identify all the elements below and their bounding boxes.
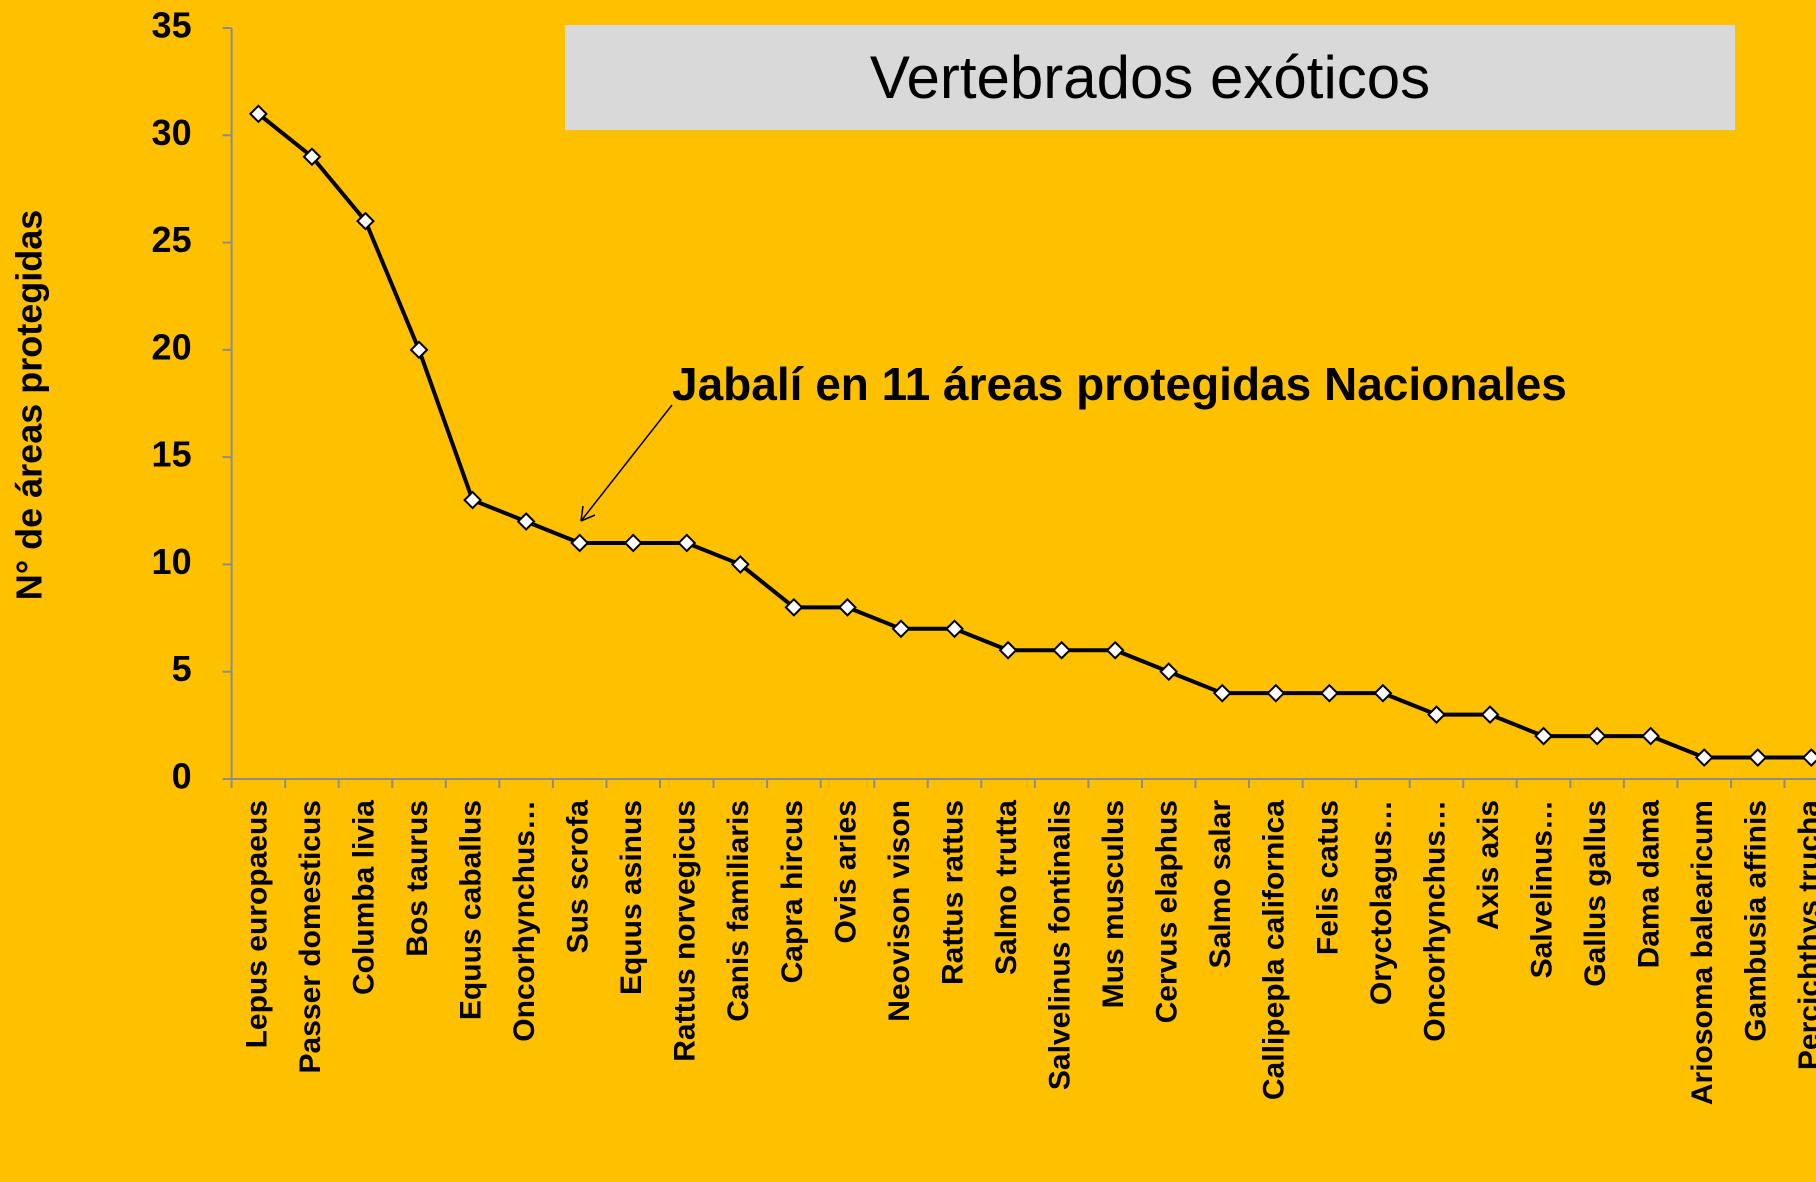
arrow-head bbox=[580, 505, 596, 522]
x-tick-label: Neovison vison bbox=[883, 800, 916, 1022]
marker bbox=[1534, 726, 1553, 746]
marker bbox=[1266, 683, 1286, 703]
x-tick-label: Lepus europaeus bbox=[240, 800, 273, 1048]
marker bbox=[463, 490, 482, 510]
x-tick-label: Gambusia affinis bbox=[1740, 800, 1773, 1042]
marker bbox=[1427, 705, 1446, 725]
x-tick-label: Ariosoma balearicum bbox=[1686, 800, 1719, 1105]
x-tick-label: Callipepla californica bbox=[1258, 800, 1291, 1100]
marker bbox=[677, 533, 697, 553]
marker bbox=[998, 640, 1018, 660]
x-tick-label: Dama dama bbox=[1633, 800, 1666, 969]
marker bbox=[623, 533, 643, 553]
x-tick-label: Salvelinus… bbox=[1525, 800, 1558, 978]
x-tick-label: Salmo salar bbox=[1204, 800, 1237, 969]
marker bbox=[1748, 748, 1768, 767]
marker bbox=[730, 555, 750, 574]
y-tick-label: 25 bbox=[152, 219, 192, 260]
x-tick-label: Equus asinus bbox=[615, 800, 648, 995]
marker bbox=[945, 619, 964, 639]
marker bbox=[248, 104, 268, 124]
marker bbox=[1694, 748, 1714, 767]
x-tick-label: Axis axis bbox=[1472, 800, 1505, 930]
title-box bbox=[565, 25, 1735, 130]
marker bbox=[1319, 683, 1339, 703]
marker bbox=[1801, 748, 1816, 767]
marker bbox=[784, 597, 804, 617]
marker bbox=[1373, 683, 1393, 703]
x-tick-label: Passer domesticus bbox=[294, 800, 327, 1073]
x-tick-label: Oncorhynchus… bbox=[508, 800, 541, 1042]
marker bbox=[1159, 662, 1179, 682]
x-tick-label: Oryctolagus… bbox=[1365, 800, 1398, 1005]
x-tick-label: Oncorhynchus… bbox=[1418, 800, 1451, 1042]
marker bbox=[1052, 640, 1072, 660]
x-tick-label: Sus scrofa bbox=[562, 800, 595, 954]
marker bbox=[1212, 683, 1232, 703]
x-tick-label: Felis catus bbox=[1311, 800, 1344, 955]
marker bbox=[302, 147, 322, 167]
marker bbox=[409, 340, 429, 360]
y-axis-label: N° de áreas protegidas bbox=[9, 210, 50, 601]
x-tick-label: Gallus gallus bbox=[1579, 800, 1612, 987]
x-tick-label: Cervus elaphus bbox=[1151, 800, 1184, 1023]
marker bbox=[356, 211, 375, 231]
annotation: Jabalí en 11 áreas protegidas Nacionales bbox=[672, 358, 1567, 410]
annotation-arrow bbox=[580, 404, 673, 522]
y-tick-label: 30 bbox=[152, 112, 192, 153]
x-tick-label: Rattus rattus bbox=[936, 800, 969, 985]
marker bbox=[1480, 705, 1500, 725]
x-tick-label: Bos taurus bbox=[401, 800, 434, 957]
x-tick-label: Canis familiaris bbox=[722, 800, 755, 1022]
x-tick-label: Equus caballus bbox=[454, 800, 487, 1020]
y-tick-label: 35 bbox=[152, 5, 192, 46]
x-tick-label: Capra hircus bbox=[776, 800, 809, 983]
x-tick-label: Columba livia bbox=[347, 800, 380, 995]
x-tick-label: Salmo trutta bbox=[990, 800, 1023, 975]
chart-title: Vertebrados exóticos bbox=[870, 44, 1430, 111]
y-tick-label: 15 bbox=[152, 434, 192, 475]
marker bbox=[838, 597, 857, 617]
marker bbox=[1641, 726, 1661, 746]
x-tick-label: Rattus norvegicus bbox=[669, 800, 702, 1062]
x-tick-label: Salvelinus fontinalis bbox=[1044, 800, 1077, 1090]
x-tick-label: Ovis aries bbox=[829, 800, 862, 943]
marker bbox=[516, 512, 536, 531]
y-tick-label: 0 bbox=[172, 756, 192, 797]
marker bbox=[891, 619, 911, 639]
marker bbox=[1587, 726, 1607, 746]
y-tick-label: 10 bbox=[152, 541, 192, 582]
y-tick-label: 20 bbox=[152, 326, 192, 367]
marker bbox=[570, 533, 590, 553]
x-tick-label: Mus musculus bbox=[1097, 800, 1130, 1008]
y-tick-label: 5 bbox=[172, 648, 192, 689]
marker bbox=[1105, 640, 1125, 660]
x-tick-label: Percichthys trucha bbox=[1793, 800, 1816, 1070]
